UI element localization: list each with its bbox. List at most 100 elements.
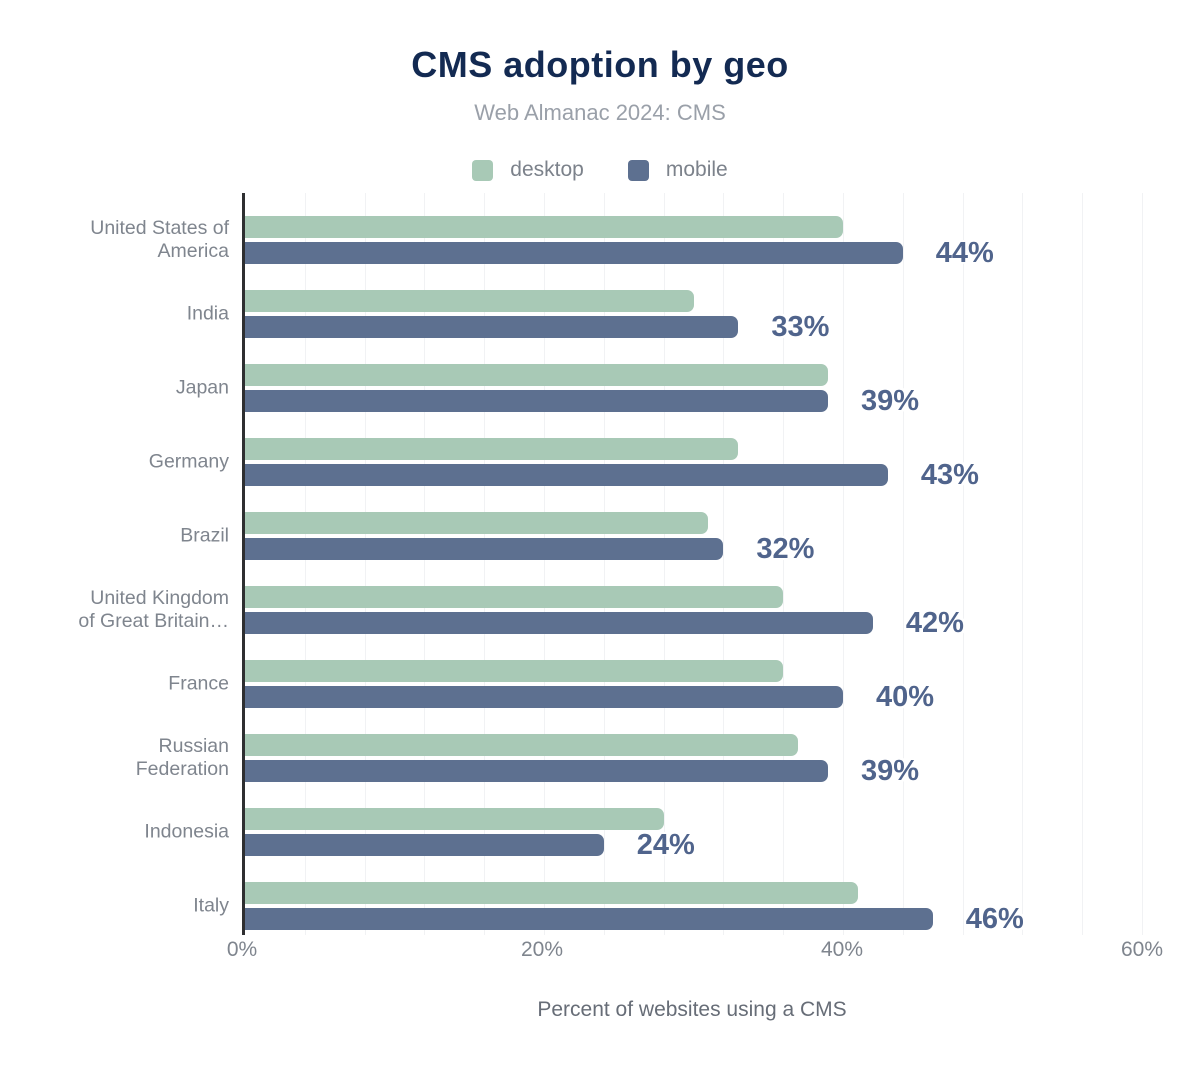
gridline bbox=[543, 193, 545, 935]
gridline bbox=[364, 193, 366, 935]
x-axis-title: Percent of websites using a CMS bbox=[537, 998, 847, 1021]
category-label-line: America bbox=[157, 240, 229, 262]
category-label: Japan bbox=[4, 377, 229, 400]
gridline bbox=[783, 193, 785, 935]
gridline bbox=[304, 193, 306, 935]
category-label-line: Indonesia bbox=[144, 820, 229, 843]
category-label: United Kingdom of Great Britain… bbox=[4, 587, 229, 633]
value-label: 24% bbox=[636, 828, 695, 861]
gridline bbox=[723, 193, 725, 935]
gridline bbox=[424, 193, 426, 935]
category-label-line: United Kingdom bbox=[90, 587, 229, 609]
mobile-bar bbox=[245, 464, 888, 486]
value-label: 40% bbox=[875, 680, 935, 713]
chart-subtitle: Web Almanac 2024: CMS bbox=[474, 100, 726, 125]
desktop-bar bbox=[245, 438, 739, 460]
category-label-line: of Great Britain… bbox=[78, 610, 229, 632]
category-label-line: India bbox=[186, 302, 229, 325]
desktop-bar bbox=[245, 512, 709, 534]
gridline bbox=[842, 193, 844, 935]
gridline bbox=[484, 193, 486, 935]
value-label: 43% bbox=[920, 458, 979, 491]
mobile-bar-row: 33% bbox=[245, 311, 1142, 343]
mobile-bar bbox=[245, 834, 604, 856]
gridline bbox=[962, 193, 964, 935]
bar-group: United States of America 44% bbox=[90, 216, 1142, 269]
value-label: 46% bbox=[965, 902, 1024, 935]
desktop-bar bbox=[245, 586, 784, 608]
category-label: Germany bbox=[4, 451, 229, 474]
bar-group: Indonesia 24% bbox=[144, 808, 1142, 861]
mobile-bar bbox=[245, 316, 739, 338]
category-label: India bbox=[4, 303, 229, 326]
category-label-line: France bbox=[168, 672, 229, 695]
legend-item-desktop: desktop bbox=[472, 158, 584, 182]
legend-label: desktop bbox=[510, 158, 584, 181]
category-label: Indonesia bbox=[4, 821, 229, 844]
mobile-bar-row: 44% bbox=[245, 237, 1142, 269]
bar-groups: United States of America 44% India 33% Japan 3… bbox=[78, 193, 1142, 935]
desktop-bar bbox=[245, 216, 843, 238]
category-label-line: Italy bbox=[193, 894, 229, 917]
value-label: 44% bbox=[935, 236, 994, 269]
x-tick-label: 40% bbox=[820, 938, 863, 961]
x-tick-label: 60% bbox=[1120, 938, 1164, 961]
mobile-bar-row: 40% bbox=[245, 681, 1142, 713]
bar-group: Japan 39% bbox=[176, 364, 1142, 417]
mobile-bar bbox=[245, 390, 829, 412]
gridline bbox=[902, 193, 904, 935]
x-tick-label: 0% bbox=[226, 938, 258, 961]
value-label: 39% bbox=[861, 384, 920, 417]
mobile-swatch-icon bbox=[627, 159, 649, 181]
legend-label: mobile bbox=[665, 158, 728, 181]
desktop-bar bbox=[245, 364, 829, 386]
mobile-bar-row: 46% bbox=[245, 903, 1142, 935]
category-label-line: Brazil bbox=[180, 524, 229, 547]
gridline bbox=[1142, 193, 1143, 935]
bar-group: Germany 43% bbox=[149, 438, 1142, 491]
desktop-bar bbox=[245, 734, 799, 756]
desktop-bar bbox=[245, 882, 858, 904]
desktop-bar bbox=[245, 660, 784, 682]
gridline bbox=[1082, 193, 1084, 935]
bar-group: Brazil 32% bbox=[180, 512, 1142, 565]
category-label: France bbox=[4, 673, 229, 696]
mobile-bar-row: 43% bbox=[245, 459, 1142, 491]
mobile-bar-row: 24% bbox=[245, 829, 1142, 861]
mobile-bar bbox=[245, 612, 873, 634]
mobile-bar bbox=[245, 538, 724, 560]
gridline bbox=[1022, 193, 1024, 935]
bar-group: United Kingdom of Great Britain… 42% bbox=[78, 586, 1142, 639]
bar-group: India 33% bbox=[187, 290, 1142, 343]
mobile-bar bbox=[245, 686, 843, 708]
value-label: 39% bbox=[861, 754, 920, 787]
mobile-bar-row: 32% bbox=[245, 533, 1142, 565]
mobile-bar-row: 39% bbox=[245, 385, 1142, 417]
category-label: Russian Federation bbox=[4, 735, 229, 781]
category-label-line: Germany bbox=[148, 450, 229, 473]
x-axis-ticks: 0% 20% 40% 60% bbox=[227, 938, 1163, 966]
category-label: Brazil bbox=[4, 525, 229, 548]
legend: desktop mobile bbox=[0, 158, 1200, 182]
mobile-bar bbox=[245, 760, 829, 782]
category-label: United States of America bbox=[4, 217, 229, 263]
category-label-line: Federation bbox=[135, 758, 229, 780]
value-label: 33% bbox=[771, 310, 830, 343]
mobile-bar-row: 39% bbox=[245, 755, 1142, 787]
legend-item-mobile: mobile bbox=[627, 158, 728, 182]
value-label: 32% bbox=[756, 532, 815, 565]
mobile-bar bbox=[245, 908, 933, 930]
x-tick-label: 20% bbox=[520, 938, 563, 961]
gridline bbox=[603, 193, 605, 935]
desktop-swatch-icon bbox=[472, 159, 494, 181]
gridline bbox=[663, 193, 665, 935]
category-label-line: Japan bbox=[175, 376, 229, 399]
bar-group: France 40% bbox=[168, 660, 1142, 713]
category-label: Italy bbox=[4, 895, 229, 918]
desktop-bar bbox=[245, 808, 664, 830]
desktop-bar bbox=[245, 290, 694, 312]
mobile-bar-row: 42% bbox=[245, 607, 1142, 639]
value-label: 42% bbox=[905, 606, 964, 639]
plot-area: United States of America 44% India 33% Japan 3… bbox=[78, 193, 1143, 935]
